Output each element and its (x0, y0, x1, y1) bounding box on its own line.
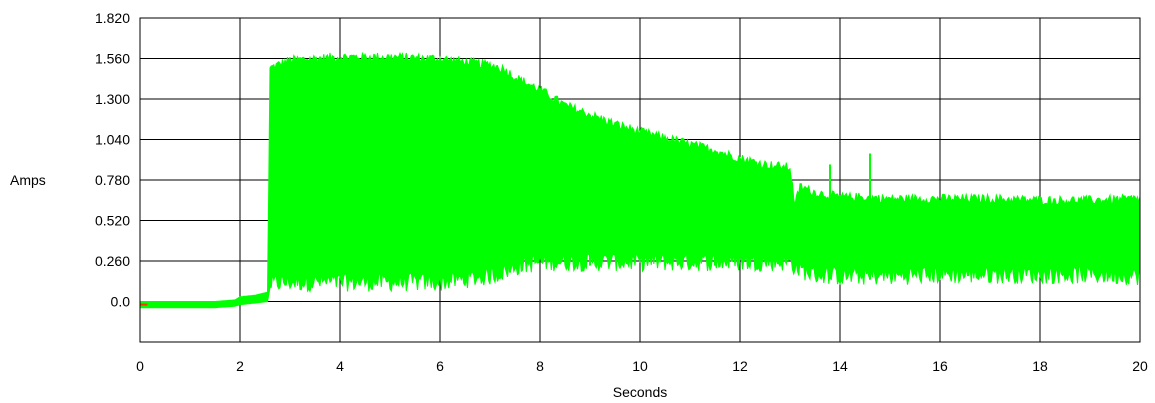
chart-series (139, 51, 1141, 309)
x-tick-label: 0 (136, 358, 144, 374)
y-tick-label: 0.0 (111, 294, 131, 310)
x-tick-label: 4 (336, 358, 344, 374)
x-tick-label: 14 (832, 358, 848, 374)
x-tick-label: 12 (732, 358, 748, 374)
x-tick-label: 20 (1132, 358, 1148, 374)
x-axis-tick-labels: 0 2 4 6 8 10 12 14 16 18 20 (136, 358, 1148, 374)
x-tick-label: 6 (436, 358, 444, 374)
y-axis-label: Amps (10, 172, 46, 188)
y-tick-label: 1.560 (95, 51, 130, 67)
y-tick-label: 1.820 (95, 10, 130, 26)
x-tick-label: 2 (236, 358, 244, 374)
y-tick-label: 1.300 (95, 91, 130, 107)
y-tick-label: 0.780 (95, 172, 130, 188)
x-tick-label: 8 (536, 358, 544, 374)
plot-area-frame (139, 17, 1141, 343)
x-axis-label: Seconds (613, 384, 667, 400)
x-tick-label: 10 (632, 358, 648, 374)
y-tick-label: 1.040 (95, 132, 130, 148)
x-tick-label: 18 (1032, 358, 1048, 374)
y-tick-label: 0.260 (95, 253, 130, 269)
y-tick-label: 0.520 (95, 213, 130, 229)
x-tick-label: 16 (932, 358, 948, 374)
y-axis-tick-labels: 0.0 0.260 0.520 0.780 1.040 1.300 1.560 1.820 (95, 10, 130, 310)
